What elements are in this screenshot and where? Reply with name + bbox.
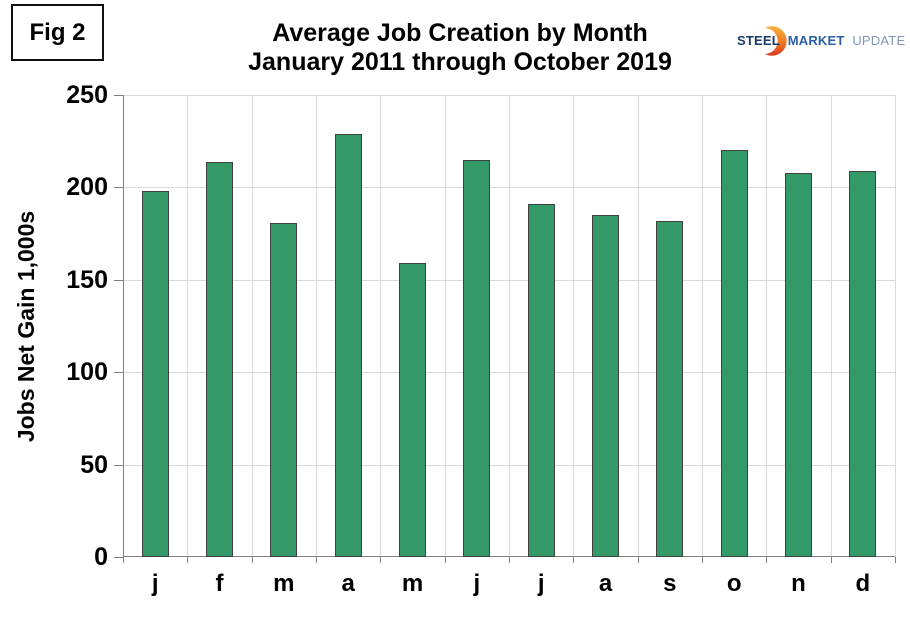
x-axis-label: d — [855, 570, 871, 597]
x-axis-label: m — [273, 570, 295, 597]
gridline-vertical — [637, 95, 639, 557]
x-axis-label: j — [537, 570, 545, 597]
x-axis-label: j — [473, 570, 481, 597]
bar-a-8 — [592, 215, 619, 557]
gridline-vertical — [830, 95, 832, 557]
y-axis-tick — [114, 557, 123, 558]
x-axis-label: f — [215, 570, 224, 597]
y-axis-line — [123, 95, 124, 557]
figure-label-box: Fig 2 — [11, 4, 104, 61]
gridline-vertical — [509, 95, 510, 557]
x-axis-label: s — [663, 570, 677, 597]
gridline-vertical — [251, 95, 253, 557]
y-axis-tick-label: 200 — [66, 173, 108, 202]
gridline-vertical — [895, 95, 896, 557]
bar-n-11 — [785, 172, 812, 557]
bar-d-12 — [849, 170, 877, 557]
gridline-vertical — [187, 95, 189, 557]
x-axis-label: o — [726, 570, 742, 597]
gridline-vertical — [573, 95, 575, 557]
x-axis-tick — [123, 557, 124, 563]
logo-word-steel: STEEL — [737, 33, 780, 48]
bar-s-9 — [656, 220, 684, 557]
x-axis-tick — [895, 557, 896, 563]
bar-m-3 — [270, 222, 298, 557]
gridline-vertical — [766, 95, 768, 557]
y-axis-tick — [114, 279, 123, 281]
figure-label: Fig 2 — [29, 18, 86, 46]
bar-m-5 — [399, 263, 426, 557]
chart-title: Average Job Creation by Month — [272, 19, 648, 47]
chart-subtitle: January 2011 through October 2019 — [248, 48, 672, 76]
x-axis-tick — [830, 557, 832, 563]
gridline-vertical — [380, 95, 382, 557]
y-axis-tick-labels: 0 50 100 150 200 250 — [38, 82, 108, 570]
y-axis-tick-label: 100 — [66, 358, 108, 387]
y-axis-tick — [114, 187, 123, 189]
x-axis-line — [123, 556, 895, 557]
x-axis-tick — [251, 557, 253, 563]
chart-header: Average Job Creation by Month January 20… — [108, 19, 812, 77]
gridline-vertical — [444, 95, 446, 557]
x-axis-label: j — [151, 570, 159, 597]
y-axis-tick-label: 0 — [94, 543, 108, 571]
x-axis-tick — [316, 557, 317, 563]
bar-f-2 — [206, 161, 233, 557]
x-axis-tick — [573, 557, 575, 563]
y-axis-tick — [114, 464, 123, 466]
x-axis-tick — [637, 557, 639, 563]
y-axis-tick-label: 50 — [80, 450, 108, 479]
x-axis-label: n — [791, 570, 806, 597]
x-axis-tick — [702, 557, 703, 563]
plot-area — [114, 95, 896, 563]
x-axis-tick — [187, 557, 189, 563]
logo-word-update: UPDATE — [852, 33, 906, 48]
x-axis-tick — [380, 557, 382, 563]
x-axis-label: m — [401, 570, 424, 597]
bar-j-7 — [527, 204, 555, 557]
logo-crescent-icon — [753, 26, 787, 56]
bar-o-10 — [720, 150, 748, 557]
y-axis-title: Jobs Net Gain 1,000s — [13, 210, 40, 442]
x-axis-label: a — [341, 570, 355, 597]
y-axis-tick-label: 250 — [66, 81, 108, 109]
gridline-vertical — [702, 95, 703, 557]
logo-word-market: MARKET — [787, 33, 845, 48]
y-axis-tick — [114, 372, 123, 374]
x-axis-tick — [444, 557, 446, 563]
bar-a-4 — [334, 133, 362, 557]
logo-words: STEEL MARKET UPDATE — [737, 33, 905, 48]
x-axis-label: a — [598, 570, 613, 597]
bar-j-1 — [141, 191, 169, 557]
gridline-vertical — [316, 95, 317, 557]
y-axis-tick — [114, 95, 123, 96]
bar-j-6 — [463, 159, 491, 557]
x-axis-tick — [766, 557, 768, 563]
smu-logo: STEEL MARKET UPDATE — [731, 20, 905, 60]
y-axis-tick-label: 150 — [66, 265, 108, 294]
x-axis-tick — [509, 557, 510, 563]
